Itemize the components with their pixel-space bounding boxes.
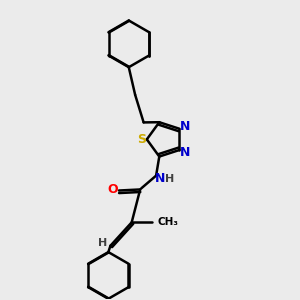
Text: H: H xyxy=(165,174,175,184)
Text: S: S xyxy=(137,133,146,146)
Text: N: N xyxy=(180,120,190,133)
Text: O: O xyxy=(107,183,118,196)
Text: H: H xyxy=(98,238,108,248)
Text: N: N xyxy=(155,172,166,185)
Text: N: N xyxy=(180,146,190,159)
Text: CH₃: CH₃ xyxy=(157,218,178,227)
